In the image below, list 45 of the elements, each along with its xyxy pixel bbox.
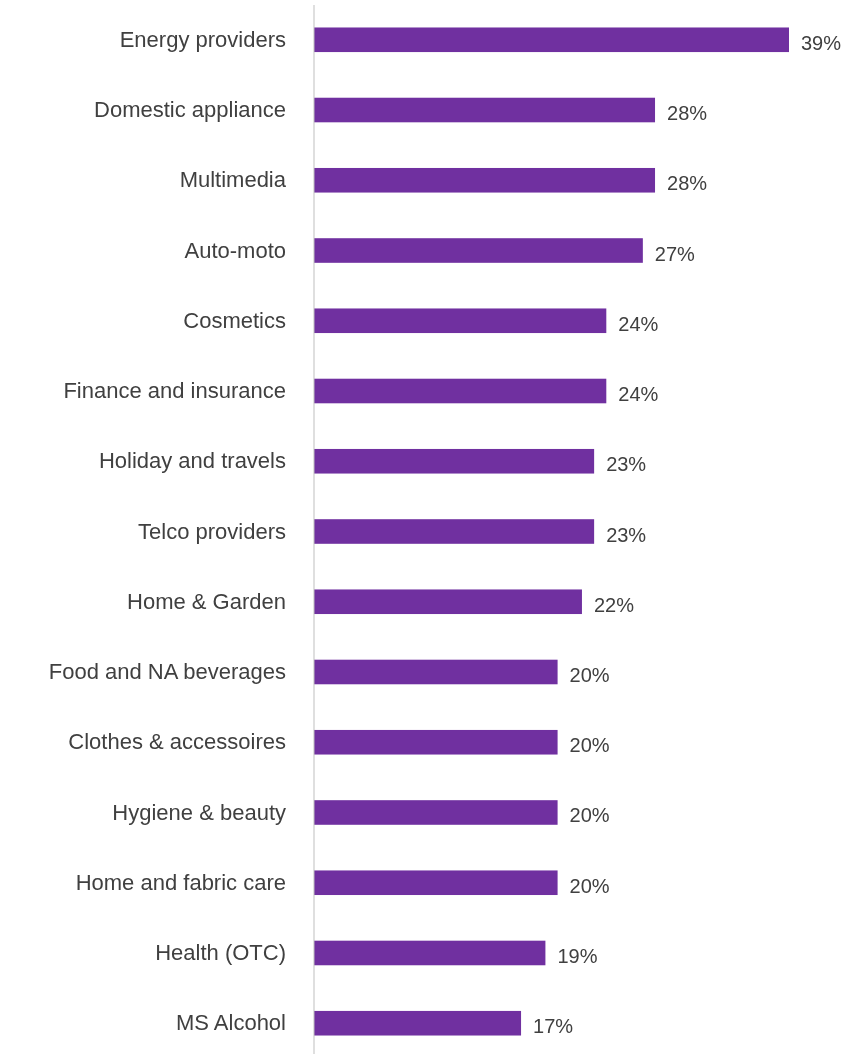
y-tick-label: Energy providers [119, 26, 286, 52]
data-label: 20% [569, 734, 610, 757]
y-tick-label: Hygiene & beauty [112, 799, 286, 825]
data-label: 17% [533, 1015, 574, 1038]
y-tick-label: Home & Garden [127, 588, 286, 614]
bar [314, 589, 582, 615]
y-tick-label: Cosmetics [183, 307, 286, 333]
bar [314, 1010, 522, 1036]
data-label: 24% [618, 312, 659, 335]
y-tick-label: Multimedia [179, 167, 287, 193]
data-label: 22% [593, 593, 635, 616]
bar [314, 800, 558, 825]
bar [314, 870, 558, 896]
y-tick-label: Food and NA beverages [48, 659, 286, 685]
bar [314, 519, 595, 544]
bar [314, 729, 558, 755]
y-tick-label: Domestic appliance [94, 97, 286, 123]
y-tick-label: Clothes & accessoires [68, 729, 286, 755]
data-label: 19% [557, 944, 598, 967]
y-tick-label: Telco providers [138, 518, 286, 544]
bar [314, 308, 607, 334]
data-label: 20% [569, 663, 610, 686]
bar [314, 448, 595, 474]
bar [314, 378, 607, 404]
bar [314, 167, 656, 193]
data-label: 28% [667, 102, 708, 125]
data-label: 39% [801, 31, 842, 54]
data-label: 23% [606, 523, 647, 546]
data-label: 24% [618, 383, 659, 406]
data-label: 23% [606, 453, 647, 476]
y-tick-label: Health (OTC) [155, 940, 286, 966]
data-label: 20% [569, 804, 610, 827]
data-label: 27% [654, 242, 696, 265]
bar [314, 27, 789, 53]
data-label: 20% [569, 874, 610, 897]
y-tick-label: Auto-moto [184, 237, 286, 263]
y-tick-label: MS Alcohol [175, 1010, 286, 1036]
bar [314, 940, 546, 966]
bar [314, 238, 643, 263]
y-tick-label: Home and fabric care [75, 869, 286, 895]
y-tick-label: Holiday and travels [98, 448, 286, 474]
data-label: 28% [667, 172, 708, 195]
bar [314, 97, 656, 123]
bar [314, 659, 558, 685]
y-tick-label: Finance and insurance [63, 378, 286, 404]
